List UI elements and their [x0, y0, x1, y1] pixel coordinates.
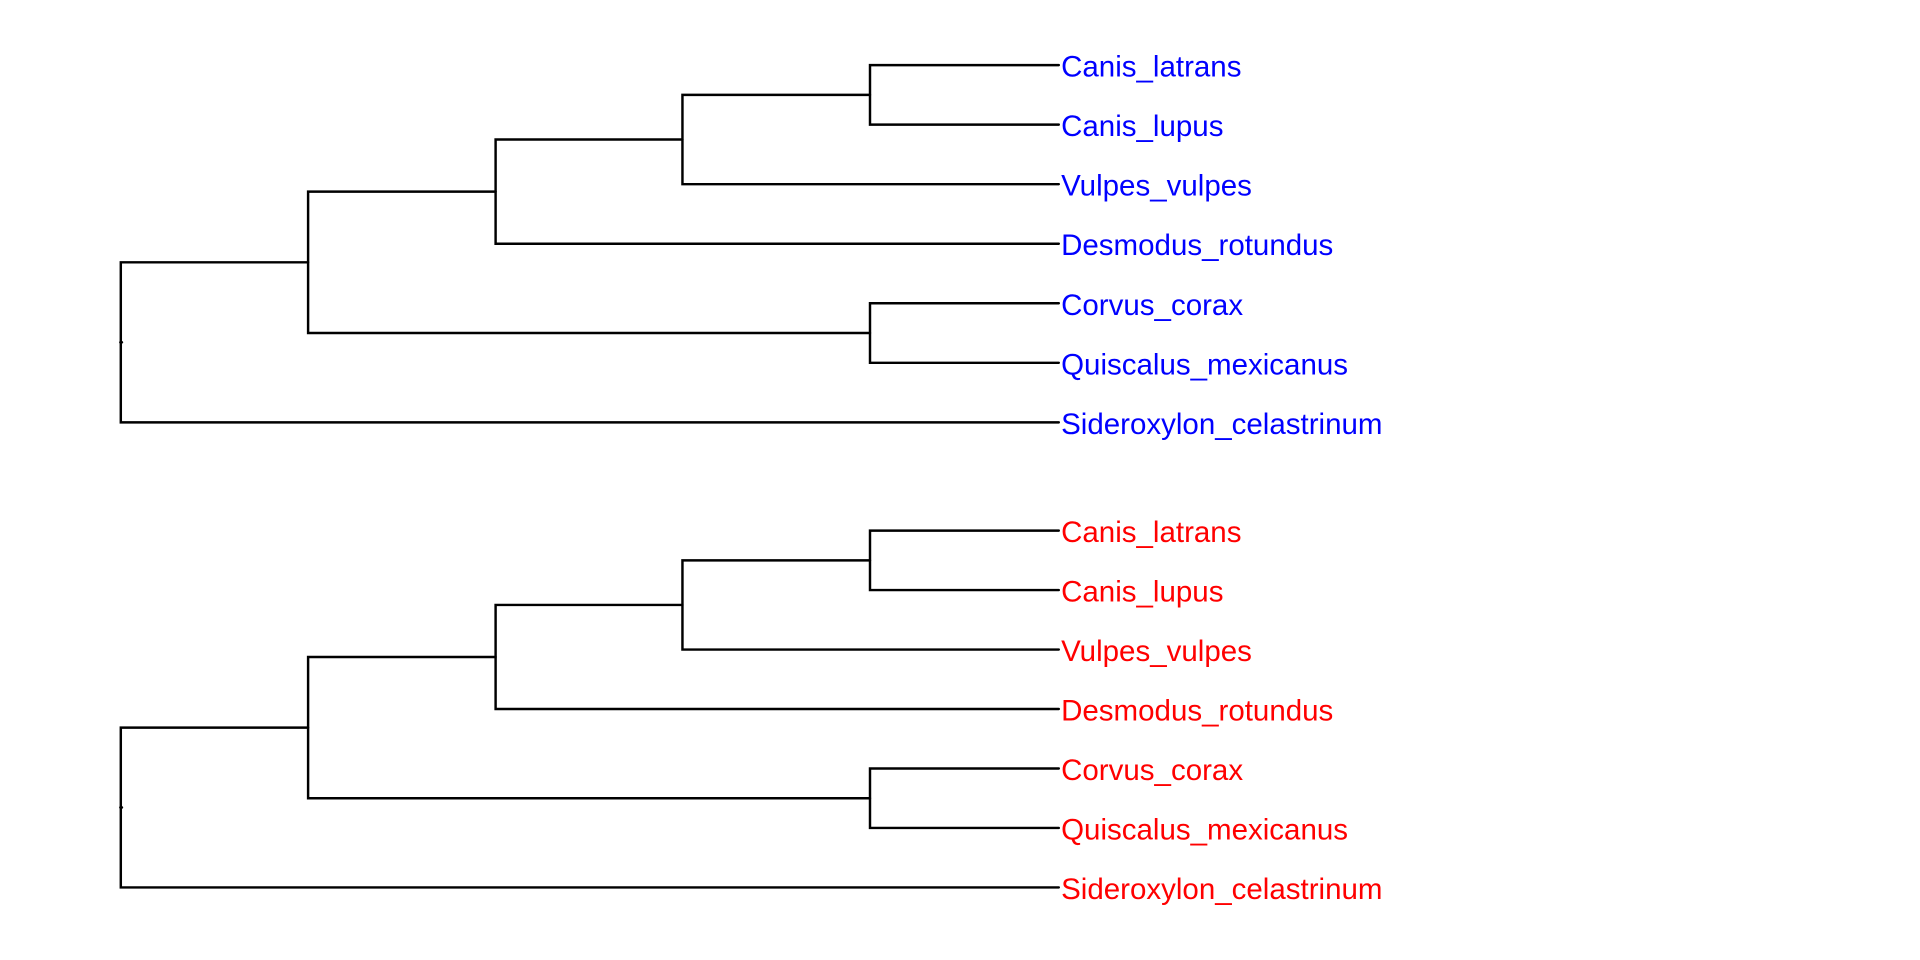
svg-text:Sideroxylon_celastrinum: Sideroxylon_celastrinum — [1061, 408, 1382, 441]
svg-text:Canis_lupus: Canis_lupus — [1061, 110, 1223, 143]
svg-text:Sideroxylon_celastrinum: Sideroxylon_celastrinum — [1061, 873, 1382, 906]
svg-text:Canis_lupus: Canis_lupus — [1061, 576, 1223, 609]
svg-text:Canis_latrans: Canis_latrans — [1061, 51, 1241, 84]
svg-text:Vulpes_vulpes: Vulpes_vulpes — [1061, 635, 1252, 668]
svg-text:Vulpes_vulpes: Vulpes_vulpes — [1061, 170, 1252, 203]
svg-text:Quiscalus_mexicanus: Quiscalus_mexicanus — [1061, 813, 1348, 846]
svg-text:Corvus_corax: Corvus_corax — [1061, 754, 1243, 787]
svg-text:Corvus_corax: Corvus_corax — [1061, 289, 1243, 322]
svg-text:Desmodus_rotundus: Desmodus_rotundus — [1061, 695, 1333, 728]
svg-text:Desmodus_rotundus: Desmodus_rotundus — [1061, 229, 1333, 262]
svg-text:Canis_latrans: Canis_latrans — [1061, 516, 1241, 549]
svg-text:Quiscalus_mexicanus: Quiscalus_mexicanus — [1061, 348, 1348, 381]
